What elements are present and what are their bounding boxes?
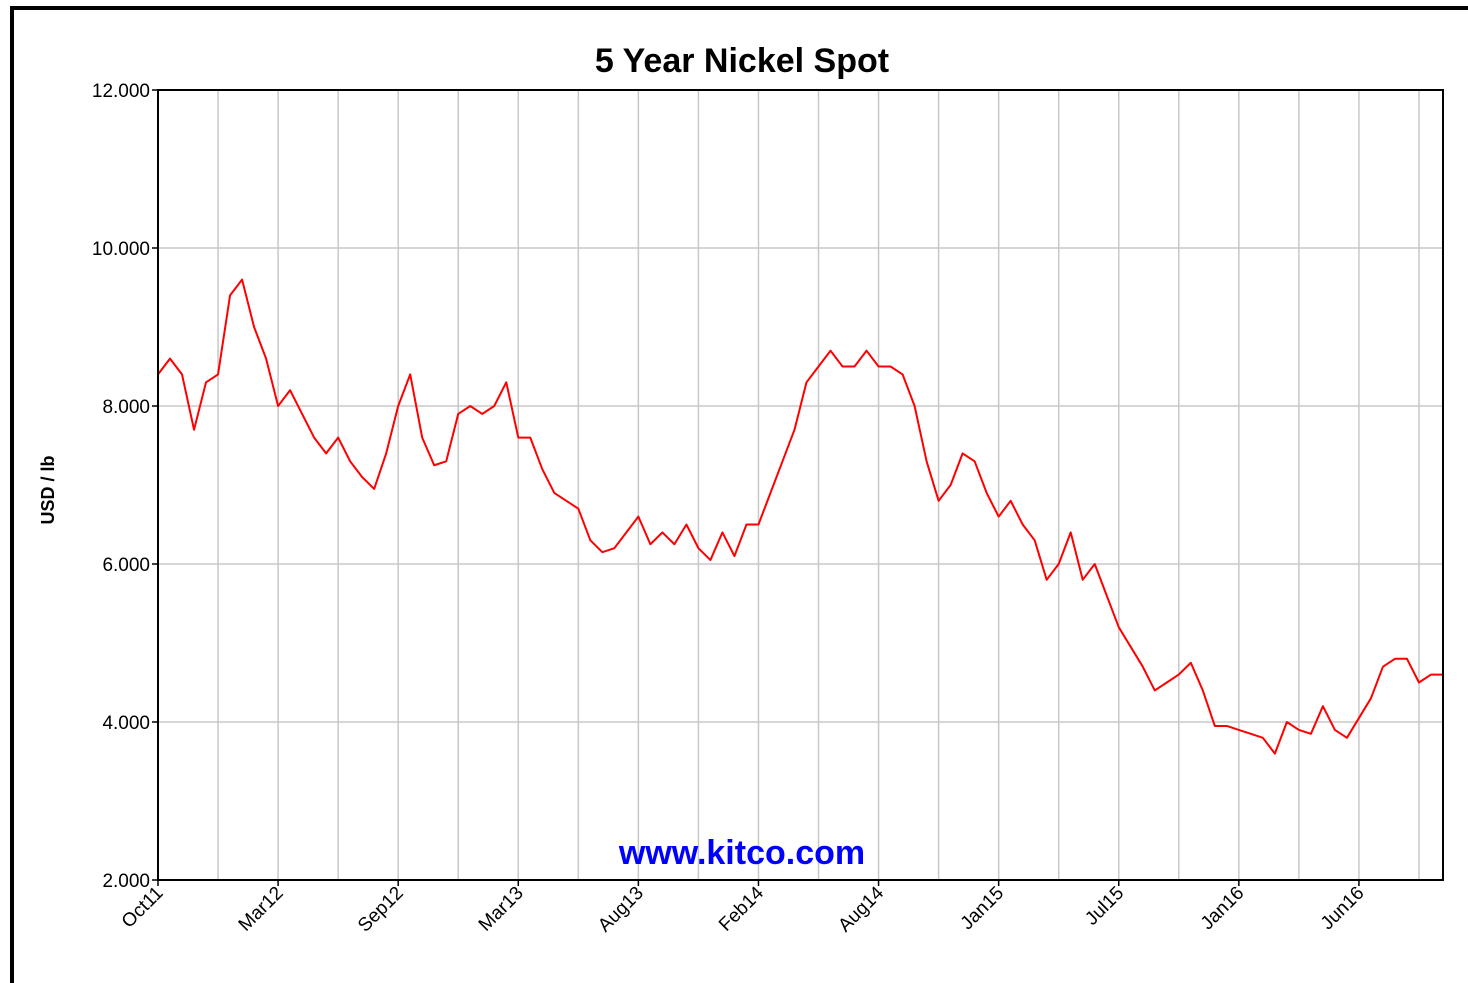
x-tick-label: Mar12 (235, 883, 288, 936)
x-tick-label: Feb14 (715, 882, 768, 935)
grid (157, 89, 1443, 881)
plot-border (157, 89, 1444, 881)
x-tick-label: Jul15 (1081, 883, 1128, 930)
x-tick-label: Mar13 (475, 883, 528, 936)
chart-title: 5 Year Nickel Spot (595, 42, 889, 80)
y-tick-label: 12.000 (92, 81, 150, 102)
x-tick-label: Jan16 (1197, 883, 1248, 934)
x-tick-label: Aug14 (834, 882, 888, 936)
y-tick-label: 10.000 (92, 239, 150, 260)
y-tick-label: 8.000 (102, 397, 150, 418)
y-axis-label: USD / lb (38, 455, 58, 524)
annotation: www.kitco.com (618, 834, 865, 872)
y-tick-label: 2.000 (102, 871, 150, 892)
x-tick-label: Jun16 (1317, 883, 1368, 934)
y-tick-label: 4.000 (102, 713, 150, 734)
lines (157, 278, 1443, 755)
y-tick-label: 6.000 (102, 555, 150, 576)
x-tick-label: Sep12 (354, 883, 408, 937)
x-tick-label: Jan15 (957, 883, 1008, 934)
x-tick-label: Aug13 (594, 883, 648, 937)
series-line (157, 278, 1443, 755)
